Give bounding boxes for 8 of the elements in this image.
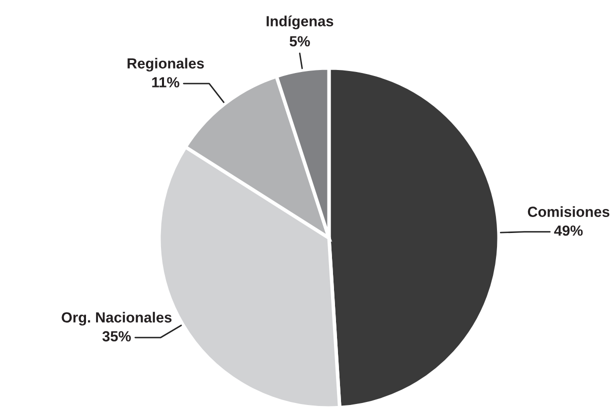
data-label: 5% (290, 36, 310, 46)
slice-label: Org. Nacionales (62, 312, 172, 326)
data-label: 49% (554, 225, 583, 236)
slice-label: Indígenas (266, 16, 334, 30)
slice-label: Regionales (128, 58, 204, 72)
slice-label: Comisiones (528, 206, 610, 217)
data-label: 35% (102, 331, 131, 342)
data-label: 11% (152, 77, 180, 88)
